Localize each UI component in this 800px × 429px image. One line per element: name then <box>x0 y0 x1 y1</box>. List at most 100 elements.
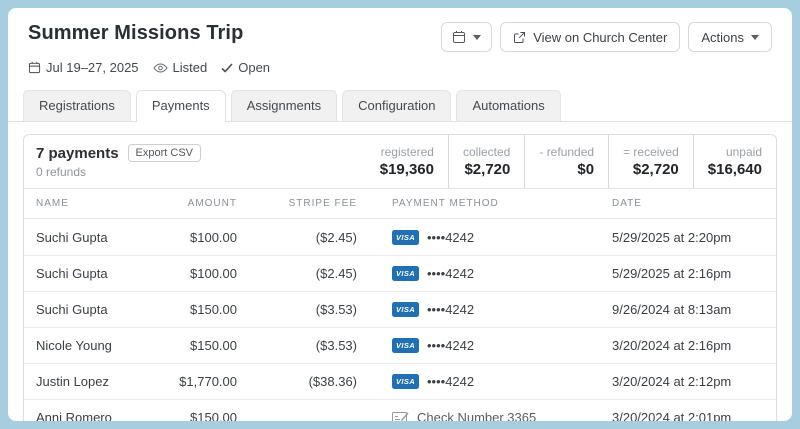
payment-date: 3/20/2024 at 2:12pm <box>612 374 732 389</box>
column-header-date: DATE <box>612 198 642 209</box>
payment-amount: $150.00 <box>190 302 237 317</box>
stat-label: - refunded <box>539 145 595 159</box>
table-header: NAME AMOUNT STRIPE FEE PAYMENT METHOD DA… <box>24 189 776 219</box>
column-header-name: NAME <box>36 198 69 209</box>
tab-registrations[interactable]: Registrations <box>23 90 131 121</box>
stat-refunded: - refunded $0 <box>524 135 608 188</box>
payer-name: Suchi Gupta <box>36 266 108 281</box>
visa-badge: VISA <box>392 374 419 389</box>
payments-count: 7 payments <box>36 144 119 162</box>
column-header-payment-method: PAYMENT METHOD <box>392 198 499 209</box>
calendar-icon <box>452 30 466 44</box>
card-number: ••••4242 <box>427 338 475 353</box>
stat-received: = received $2,720 <box>608 135 693 188</box>
payment-method: VISA ••••4242 <box>357 266 612 281</box>
open-status-label: Open <box>238 60 271 75</box>
payment-date: 5/29/2025 at 2:20pm <box>612 229 732 245</box>
visa-badge: VISA <box>392 338 419 353</box>
column-header-stripe-fee: STRIPE FEE <box>288 198 357 209</box>
stat-collected: collected $2,720 <box>447 135 524 188</box>
chevron-down-icon <box>751 34 759 40</box>
tab-automations[interactable]: Automations <box>456 90 561 121</box>
event-meta: Jul 19–27, 2025 Listed Open <box>28 60 772 75</box>
stat-unpaid: unpaid $16,640 <box>692 135 776 188</box>
card-number: ••••4242 <box>427 229 475 245</box>
tab-assignments[interactable]: Assignments <box>230 90 338 121</box>
payment-date: 5/29/2025 at 2:16pm <box>612 266 732 281</box>
payment-method: Check Number 3365 <box>357 410 612 421</box>
payments-summary: 7 payments Export CSV 0 refunds <box>36 144 366 179</box>
payer-name: Nicole Young <box>36 338 112 353</box>
payment-date: 3/20/2024 at 2:16pm <box>612 338 732 353</box>
refunds-count: 0 refunds <box>36 165 87 179</box>
tab-payments[interactable]: Payments <box>135 90 226 122</box>
actions-label: Actions <box>701 29 744 45</box>
table-row[interactable]: Anni Romero $150.00 Check Number 3365 3/… <box>24 399 776 421</box>
payer-name: Justin Lopez <box>36 374 109 389</box>
stripe-fee: ($3.53) <box>315 302 357 317</box>
visa-badge: VISA <box>392 302 419 317</box>
column-header-amount: AMOUNT <box>187 198 237 209</box>
chevron-down-icon <box>473 34 482 40</box>
payment-method: VISA ••••4242 <box>357 302 612 317</box>
eye-icon <box>152 62 168 74</box>
payment-method: VISA ••••4242 <box>357 338 612 353</box>
payments-tab-content: 7 payments Export CSV 0 refunds register… <box>8 122 792 421</box>
totals-stats: registered $19,360 collected $2,720 - re… <box>366 135 776 188</box>
calendar-dropdown-button[interactable] <box>441 22 493 52</box>
stat-registered: registered $19,360 <box>366 135 448 188</box>
check-payment-icon <box>392 411 409 421</box>
payer-name: Anni Romero <box>36 410 112 421</box>
payment-method: VISA ••••4242 <box>357 229 612 245</box>
stat-value: $2,720 <box>632 161 679 178</box>
visibility-status: Listed <box>152 60 208 75</box>
payment-amount: $100.00 <box>190 229 237 245</box>
view-on-church-center-button[interactable]: View on Church Center <box>500 22 681 52</box>
stripe-fee: ($38.36) <box>308 374 357 389</box>
card-number: ••••4242 <box>427 302 475 317</box>
stripe-fee: ($3.53) <box>315 338 357 353</box>
card-number: ••••4242 <box>427 266 475 281</box>
stat-label: registered <box>380 145 434 159</box>
payer-name: Suchi Gupta <box>36 229 108 245</box>
payment-date: 3/20/2024 at 2:01pm <box>612 410 732 421</box>
payment-amount: $150.00 <box>190 410 237 421</box>
payment-amount: $1,770.00 <box>179 374 237 389</box>
stripe-fee: ($2.45) <box>315 229 357 245</box>
external-link-icon <box>513 31 526 44</box>
stat-value: $16,640 <box>707 161 762 178</box>
stat-value: $2,720 <box>464 161 511 178</box>
export-csv-button[interactable]: Export CSV <box>127 144 202 162</box>
stat-value: $0 <box>577 161 595 178</box>
check-icon <box>221 62 233 73</box>
event-date-range: Jul 19–27, 2025 <box>46 60 139 75</box>
actions-button[interactable]: Actions <box>688 22 772 52</box>
view-on-church-center-label: View on Church Center <box>533 29 668 45</box>
card-number: ••••4242 <box>427 374 475 389</box>
table-row[interactable]: Suchi Gupta $150.00 ($3.53) VISA ••••424… <box>24 291 776 327</box>
event-header: Summer Missions Trip View on Church Cent… <box>8 8 792 75</box>
stat-label: = received <box>623 145 679 159</box>
tab-bar: Registrations Payments Assignments Confi… <box>8 90 792 122</box>
table-row[interactable]: Justin Lopez $1,770.00 ($38.36) VISA •••… <box>24 363 776 399</box>
page-title: Summer Missions Trip <box>28 22 244 44</box>
payment-method: VISA ••••4242 <box>357 374 612 389</box>
visibility-label: Listed <box>172 60 208 75</box>
event-dates: Jul 19–27, 2025 <box>28 60 139 75</box>
payment-date: 9/26/2024 at 8:13am <box>612 302 732 317</box>
table-row[interactable]: Suchi Gupta $100.00 ($2.45) VISA ••••424… <box>24 219 776 255</box>
table-row[interactable]: Nicole Young $150.00 ($3.53) VISA ••••42… <box>24 327 776 363</box>
payments-summary-bar: 7 payments Export CSV 0 refunds register… <box>24 135 776 189</box>
visa-badge: VISA <box>392 229 419 245</box>
payment-amount: $100.00 <box>190 266 237 281</box>
header-buttons: View on Church Center Actions <box>441 22 772 52</box>
visa-badge: VISA <box>392 266 419 281</box>
payment-amount: $150.00 <box>190 338 237 353</box>
tab-configuration[interactable]: Configuration <box>342 90 452 121</box>
table-row[interactable]: Suchi Gupta $100.00 ($2.45) VISA ••••424… <box>24 255 776 291</box>
payer-name: Suchi Gupta <box>36 302 108 317</box>
stat-value: $19,360 <box>379 161 434 178</box>
check-number: Check Number 3365 <box>417 410 537 421</box>
payments-panel: 7 payments Export CSV 0 refunds register… <box>23 134 777 421</box>
